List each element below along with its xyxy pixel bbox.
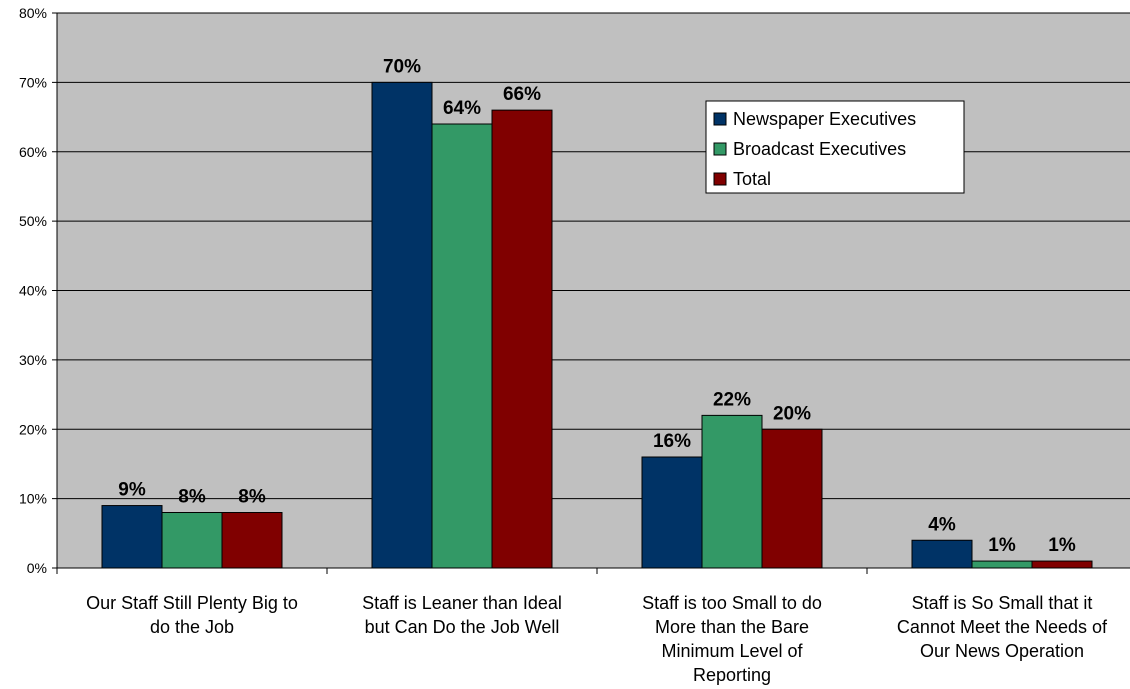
legend xyxy=(705,100,965,194)
data-label: 1% xyxy=(988,535,1016,556)
legend-swatch xyxy=(713,172,727,186)
bar-broadcast-executives xyxy=(431,123,493,569)
bar-total xyxy=(221,512,283,569)
bar-broadcast-executives xyxy=(701,414,763,569)
x-category-label: Cannot Meet the Needs of xyxy=(897,617,1108,637)
data-label: 4% xyxy=(928,514,956,535)
legend-label: Newspaper Executives xyxy=(733,109,916,129)
x-category-label: Reporting xyxy=(693,665,771,685)
x-category-label: Minimum Level of xyxy=(661,641,803,661)
legend-label: Broadcast Executives xyxy=(733,139,906,159)
x-category-label: More than the Bare xyxy=(655,617,809,637)
y-tick-label: 80% xyxy=(19,5,47,21)
bar-newspaper-executives xyxy=(641,456,703,569)
bar-total xyxy=(1031,560,1093,569)
data-label: 1% xyxy=(1048,535,1076,556)
y-tick-label: 30% xyxy=(19,352,47,368)
x-category-label: but Can Do the Job Well xyxy=(365,617,560,637)
bar-newspaper-executives xyxy=(911,539,973,569)
x-category-label: Our News Operation xyxy=(920,641,1084,661)
data-label: 64% xyxy=(443,98,481,119)
bar-newspaper-executives xyxy=(371,81,433,569)
bar-total xyxy=(491,109,553,569)
bar-broadcast-executives xyxy=(161,512,223,569)
x-category-label: Staff is Leaner than Ideal xyxy=(362,593,562,613)
x-category-label: Staff is So Small that it xyxy=(912,593,1093,613)
data-label: 9% xyxy=(118,480,146,501)
bar-broadcast-executives xyxy=(971,560,1033,569)
data-label: 66% xyxy=(503,84,541,105)
bar-newspaper-executives xyxy=(101,505,163,569)
y-tick-label: 50% xyxy=(19,213,47,229)
y-tick-label: 0% xyxy=(27,560,47,576)
data-label: 8% xyxy=(238,487,266,508)
data-label: 8% xyxy=(178,487,206,508)
data-label: 16% xyxy=(653,431,691,452)
x-category-label: Staff is too Small to do xyxy=(642,593,822,613)
legend-swatch xyxy=(713,142,727,156)
legend-label: Total xyxy=(733,169,771,189)
y-tick-label: 40% xyxy=(19,283,47,299)
data-label: 20% xyxy=(773,403,811,424)
y-tick-label: 10% xyxy=(19,491,47,507)
y-tick-label: 20% xyxy=(19,421,47,437)
x-category-label: Our Staff Still Plenty Big to xyxy=(86,593,298,613)
y-tick-label: 60% xyxy=(19,144,47,160)
x-category-label: do the Job xyxy=(150,617,234,637)
legend-swatch xyxy=(713,112,727,126)
y-tick-label: 70% xyxy=(19,74,47,90)
data-label: 22% xyxy=(713,389,751,410)
bar-total xyxy=(761,428,823,569)
data-label: 70% xyxy=(383,56,421,77)
